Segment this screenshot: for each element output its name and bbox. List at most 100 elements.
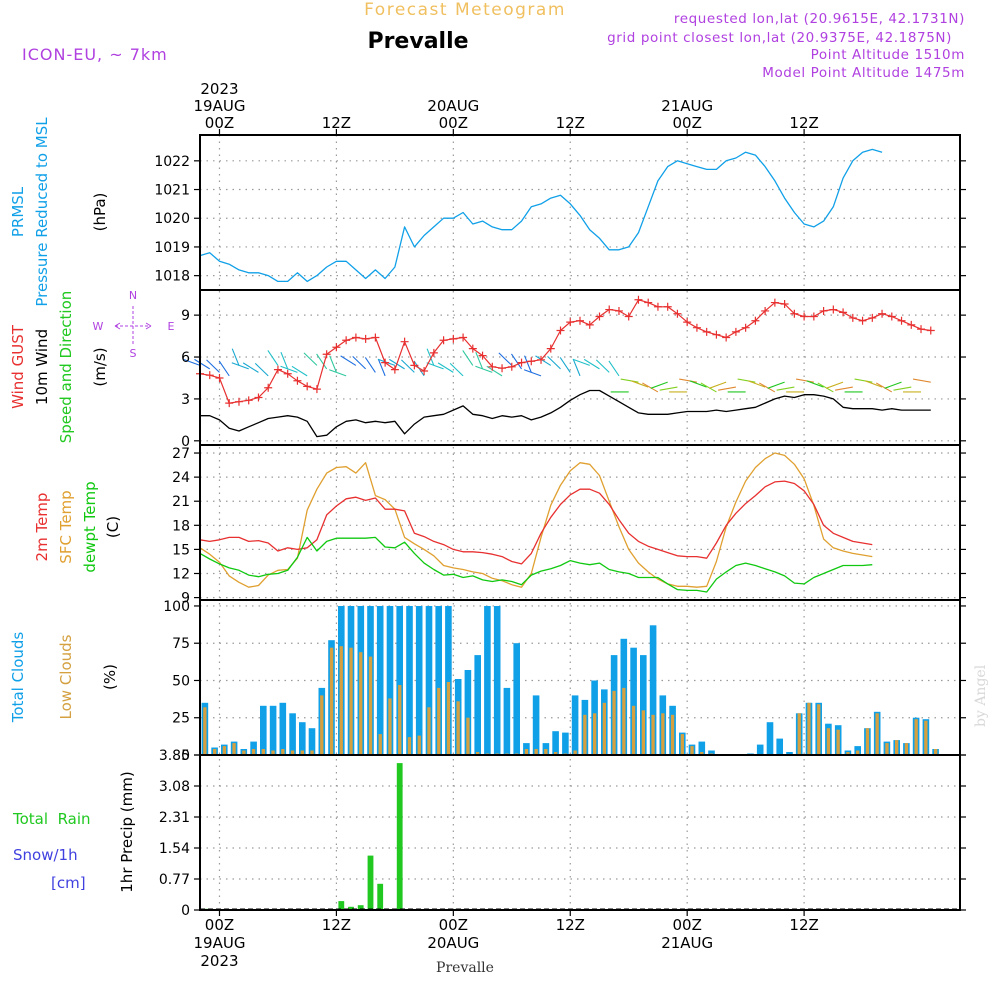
wind-gust-marker: [683, 318, 692, 327]
wind-direction-arrow: [194, 358, 211, 370]
low-cloud-bar: [544, 749, 548, 755]
wind-direction-arrow: [401, 359, 415, 373]
wind-gust-marker: [770, 298, 779, 307]
wind-direction-arrow: [642, 382, 659, 393]
clouds-label-total: Total Clouds: [9, 632, 27, 724]
rain-bar: [338, 901, 345, 910]
wind-gust-marker: [527, 357, 536, 366]
wind-direction-arrow: [834, 386, 853, 391]
low-cloud-bar: [329, 647, 334, 755]
wind-direction-arrow: [426, 362, 444, 370]
wind-gust-marker: [897, 316, 906, 325]
pressure-unit-label: (hPa): [91, 193, 109, 232]
wind-gust-marker: [800, 312, 809, 321]
wind-gust-marker: [507, 362, 516, 371]
clouds-y-tick-label: 50: [172, 673, 190, 689]
wind-direction-arrow: [329, 355, 337, 373]
wind-gust-marker: [848, 313, 857, 322]
wind-direction-arrow: [718, 386, 736, 391]
wind-direction-arrow: [825, 381, 844, 389]
wind-gust-marker: [839, 308, 848, 317]
wind-direction-arrow: [303, 352, 318, 366]
total-cloud-bar: [532, 695, 540, 755]
low-cloud-bar: [261, 749, 265, 755]
temperature-y-tick-label: 24: [172, 470, 190, 486]
clouds-unit-label: (%): [101, 664, 119, 690]
wind-gust-marker: [634, 295, 643, 304]
wind-y-tick-label: 6: [181, 350, 190, 366]
total-cloud-bar: [406, 606, 413, 755]
temperature-y-tick-label: 27: [172, 446, 190, 462]
wind-label-10m: 10m Wind: [33, 329, 51, 405]
low-cloud-bar: [398, 685, 402, 755]
total-cloud-bar: [445, 606, 452, 755]
precip-y-tick-label: 0: [181, 903, 190, 919]
low-cloud-bar: [700, 752, 704, 755]
total-cloud-bar: [503, 687, 511, 755]
low-cloud-bar: [310, 750, 314, 755]
wind-gust-marker: [566, 318, 575, 327]
wind-direction-arrow: [475, 365, 493, 373]
pressure-y-tick-label: 1022: [154, 154, 190, 170]
low-cloud-bar: [554, 752, 558, 755]
total-cloud-bar: [376, 606, 384, 755]
total-cloud-bar: [464, 670, 472, 755]
wind-gust-marker: [585, 320, 594, 329]
wind-gust-marker: [293, 376, 302, 385]
wind-gust-marker: [254, 393, 263, 402]
low-cloud-bar: [583, 714, 587, 755]
time-label-bottom: 12Z: [556, 916, 585, 934]
low-cloud-bar: [846, 752, 850, 755]
total-cloud-bar: [396, 606, 403, 755]
low-cloud-bar: [924, 720, 928, 755]
pressure-y-tick-label: 1018: [154, 269, 190, 285]
rain-bar: [357, 905, 364, 910]
low-cloud-bar: [836, 729, 840, 755]
wind-direction-arrow: [679, 378, 698, 383]
total-cloud-bar: [308, 728, 316, 755]
wind-gust-marker: [858, 316, 867, 325]
time-label-top: 00Z: [205, 114, 234, 132]
wind-gust-marker: [234, 397, 243, 406]
wind-direction-arrow: [893, 386, 912, 391]
requested-coords: requested lon,lat (20.9615E, 42.1731N): [674, 11, 965, 27]
low-cloud-bar: [213, 749, 217, 755]
time-label-top: 21AUG: [661, 97, 713, 115]
wind-direction-arrow: [737, 378, 756, 383]
wind-direction-arrow: [709, 381, 727, 389]
wind-gust-marker: [517, 358, 526, 367]
low-cloud-bar: [622, 687, 626, 755]
wind-gust-marker: [215, 373, 224, 382]
time-label-top: 00Z: [672, 114, 701, 132]
wind-direction-arrow: [280, 365, 298, 373]
temperature-y-tick-label: 21: [172, 494, 190, 510]
wind-gust-marker: [468, 344, 477, 353]
precip-unit-label: 1hr Precip (mm): [118, 771, 136, 892]
total-cloud-bar: [766, 722, 774, 755]
pressure-label-2: Pressure Reduced to MSL: [33, 117, 51, 307]
low-cloud-bar: [573, 750, 577, 755]
wind-direction-arrow: [572, 358, 590, 366]
wind-direction-arrow: [267, 350, 279, 366]
temperature-y-tick-label: 12: [172, 566, 190, 582]
precip-label-cm: [cm]: [51, 874, 86, 892]
temp-unit-label: (C): [104, 516, 122, 538]
wind-direction-arrow: [352, 355, 367, 370]
watermark: by Angel: [973, 664, 989, 727]
wind-gust-marker: [741, 323, 750, 332]
wind-gust-marker: [244, 396, 253, 405]
low-cloud-bar: [865, 728, 870, 755]
temperature-y-tick-label: 15: [172, 542, 190, 558]
wind-direction-arrow: [748, 380, 766, 388]
time-label-top: 00Z: [439, 114, 468, 132]
total-cloud-bar: [415, 606, 423, 755]
wind-direction-arrow: [650, 381, 668, 389]
low-cloud-bar: [904, 743, 909, 755]
precip-y-tick-label: 1.54: [159, 841, 190, 857]
low-cloud-bar: [222, 746, 226, 755]
rain-bar: [367, 855, 374, 910]
wind-direction-arrow: [231, 348, 240, 366]
wind-panel: [182, 295, 935, 438]
wind-direction-arrow: [254, 362, 269, 377]
wind-gust-marker: [702, 327, 711, 336]
